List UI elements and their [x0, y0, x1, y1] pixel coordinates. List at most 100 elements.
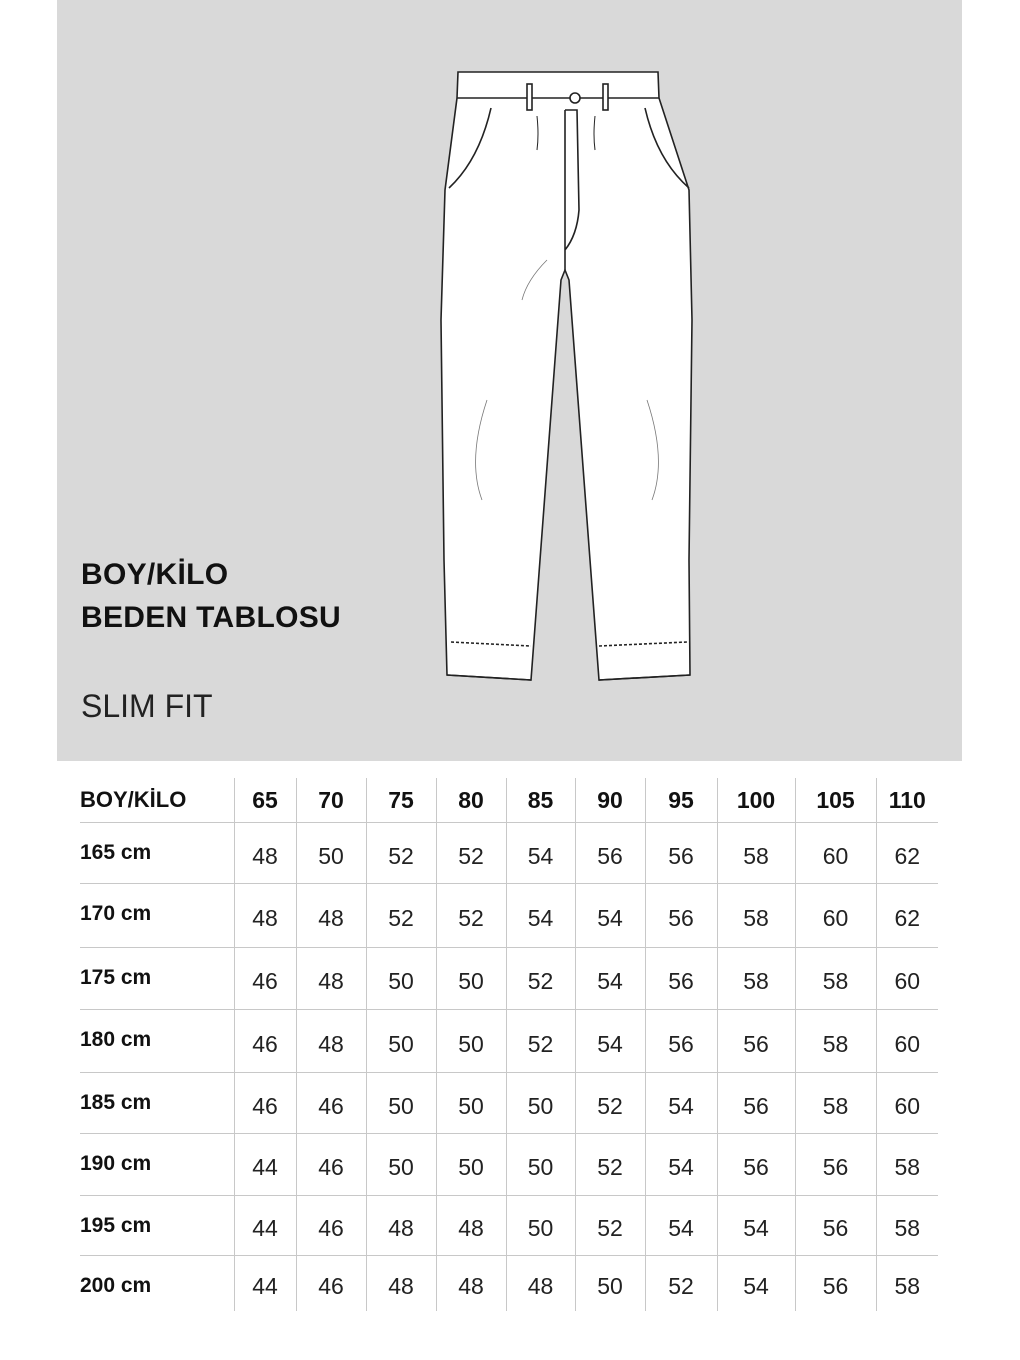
height-label: 200 cm	[80, 1255, 234, 1311]
size-cell: 48	[295, 883, 366, 948]
size-cell: 50	[365, 1009, 436, 1073]
size-cell: 52	[505, 1009, 575, 1073]
height-label: 165 cm	[80, 822, 234, 884]
size-cell: 48	[365, 1195, 436, 1256]
size-cell: 46	[233, 947, 296, 1010]
size-cell: 48	[505, 1255, 575, 1311]
height-label: 195 cm	[80, 1195, 234, 1256]
size-cell: 50	[505, 1072, 575, 1134]
size-cell: 60	[794, 883, 876, 948]
weight-header: 100	[716, 778, 795, 823]
size-cell: 52	[435, 822, 506, 884]
height-label: 170 cm	[80, 883, 234, 948]
size-cell: 58	[794, 1072, 876, 1134]
size-cell: 52	[365, 883, 436, 948]
size-cell: 48	[435, 1195, 506, 1256]
size-cell: 50	[435, 1009, 506, 1073]
size-cell: 56	[644, 883, 717, 948]
fit-label: SLIM FIT	[81, 688, 213, 724]
size-cell: 52	[505, 947, 575, 1010]
size-cell: 48	[233, 822, 296, 884]
size-cell: 54	[574, 883, 645, 948]
size-cell: 50	[295, 822, 366, 884]
size-cell: 54	[644, 1072, 717, 1134]
height-label: 190 cm	[80, 1133, 234, 1196]
size-cell: 54	[644, 1133, 717, 1196]
size-cell: 56	[644, 822, 717, 884]
size-cell: 58	[716, 822, 795, 884]
size-cell: 56	[716, 1133, 795, 1196]
table-row: 195 cm 44 46 48 48 50 52 54 54 56 58	[80, 1195, 938, 1256]
chart-title-line2: BEDEN TABLOSU	[81, 601, 342, 634]
table-row: 190 cm 44 46 50 50 50 52 54 56 56 58	[80, 1133, 938, 1196]
size-cell: 52	[574, 1072, 645, 1134]
height-label: 185 cm	[80, 1072, 234, 1134]
size-cell: 46	[295, 1255, 366, 1311]
header-row: BOY/KİLO 65 70 75 80 85 90 95 100 105 110	[80, 778, 938, 823]
chart-title-line1: BOY/KİLO	[81, 558, 229, 591]
size-cell: 48	[295, 1009, 366, 1073]
size-cell: 48	[435, 1255, 506, 1311]
size-cell: 58	[875, 1133, 938, 1196]
size-cell: 50	[435, 947, 506, 1010]
size-cell: 50	[365, 947, 436, 1010]
size-cell: 60	[875, 1072, 938, 1134]
table-row: 200 cm 44 46 48 48 48 50 52 54 56 58	[80, 1255, 938, 1311]
weight-header: 65	[233, 778, 296, 823]
size-cell: 46	[295, 1133, 366, 1196]
size-cell: 56	[794, 1195, 876, 1256]
table-row: 175 cm 46 48 50 50 52 54 56 58 58 60	[80, 947, 938, 1010]
size-cell: 50	[505, 1133, 575, 1196]
size-cell: 52	[574, 1195, 645, 1256]
size-cell: 52	[435, 883, 506, 948]
size-cell: 58	[716, 947, 795, 1010]
size-cell: 52	[644, 1255, 717, 1311]
size-cell: 54	[505, 822, 575, 884]
size-cell: 46	[295, 1072, 366, 1134]
size-cell: 50	[435, 1133, 506, 1196]
size-cell: 46	[233, 1072, 296, 1134]
size-cell: 58	[875, 1255, 938, 1311]
table-row: 170 cm 48 48 52 52 54 54 56 58 60 62	[80, 883, 938, 948]
size-cell: 62	[875, 883, 938, 948]
size-cell: 56	[716, 1072, 795, 1134]
height-label: 175 cm	[80, 947, 234, 1010]
size-cell: 50	[365, 1133, 436, 1196]
weight-header: 110	[875, 778, 938, 823]
table-row: 180 cm 46 48 50 50 52 54 56 56 58 60	[80, 1009, 938, 1073]
size-cell: 56	[644, 947, 717, 1010]
table-row: 185 cm 46 46 50 50 50 52 54 56 58 60	[80, 1072, 938, 1134]
weight-header: 80	[435, 778, 506, 823]
size-cell: 62	[875, 822, 938, 884]
size-cell: 56	[716, 1009, 795, 1073]
size-cell: 54	[716, 1255, 795, 1311]
size-cell: 46	[295, 1195, 366, 1256]
weight-header: 70	[295, 778, 366, 823]
size-cell: 44	[233, 1133, 296, 1196]
size-cell: 60	[875, 1009, 938, 1073]
product-illustration-panel	[57, 0, 962, 761]
size-cell: 54	[574, 947, 645, 1010]
trousers-illustration	[440, 71, 693, 681]
size-cell: 52	[574, 1133, 645, 1196]
size-cell: 50	[365, 1072, 436, 1134]
size-cell: 46	[233, 1009, 296, 1073]
weight-header: 105	[794, 778, 876, 823]
size-cell: 50	[435, 1072, 506, 1134]
size-cell: 48	[233, 883, 296, 948]
size-cell: 54	[574, 1009, 645, 1073]
size-cell: 58	[794, 947, 876, 1010]
size-cell: 56	[644, 1009, 717, 1073]
size-cell: 58	[716, 883, 795, 948]
weight-header: 75	[365, 778, 436, 823]
size-cell: 52	[365, 822, 436, 884]
size-cell: 56	[794, 1133, 876, 1196]
corner-label: BOY/KİLO	[80, 787, 187, 812]
size-cell: 54	[505, 883, 575, 948]
size-cell: 48	[295, 947, 366, 1010]
size-cell: 44	[233, 1255, 296, 1311]
weight-header: 85	[505, 778, 575, 823]
table-row: 165 cm 48 50 52 52 54 56 56 58 60 62	[80, 822, 938, 884]
weight-header: 95	[644, 778, 717, 823]
height-label: 180 cm	[80, 1009, 234, 1073]
